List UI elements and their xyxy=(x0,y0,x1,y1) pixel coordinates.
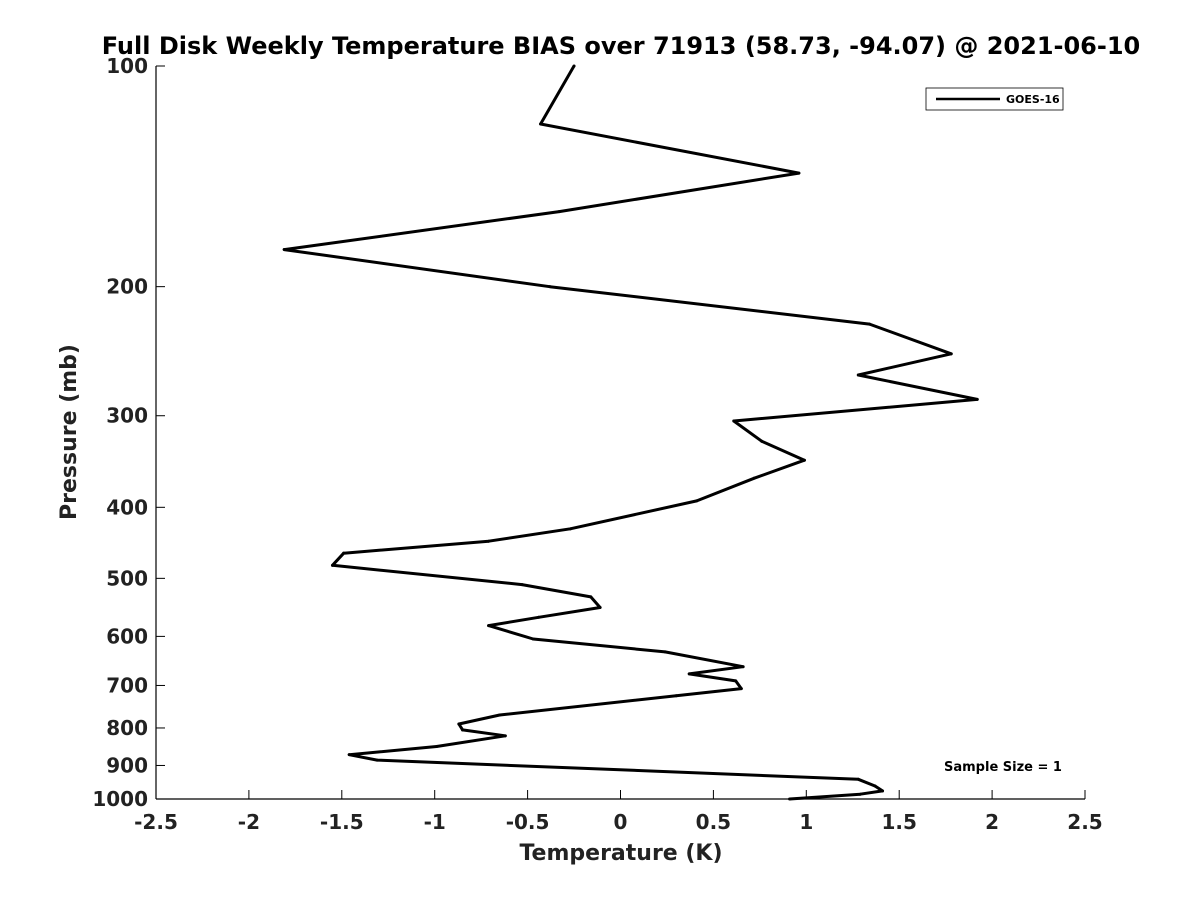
data-point xyxy=(687,672,691,676)
x-tick-label: 1 xyxy=(799,810,813,834)
x-tick-label: 0.5 xyxy=(696,810,731,834)
data-point xyxy=(752,476,756,480)
data-point xyxy=(342,551,346,555)
data-point xyxy=(531,637,535,641)
data-point xyxy=(797,171,801,175)
data-point xyxy=(457,722,461,726)
x-tick-label: -0.5 xyxy=(506,810,550,834)
y-tick-label: 400 xyxy=(106,495,148,519)
x-tick-label: 0 xyxy=(614,810,628,834)
legend: GOES-16 xyxy=(925,87,1064,111)
data-point xyxy=(347,753,351,757)
y-tick-label: 500 xyxy=(106,566,148,590)
data-point xyxy=(548,285,552,289)
data-point xyxy=(856,777,860,781)
data-point xyxy=(788,797,792,801)
y-axis-label: Pressure (mb) xyxy=(57,344,82,520)
data-point xyxy=(975,397,979,401)
data-point xyxy=(503,734,507,738)
data-point xyxy=(802,458,806,462)
data-point xyxy=(461,728,465,732)
data-point xyxy=(732,419,736,423)
data-point xyxy=(331,563,335,567)
data-point xyxy=(598,606,602,610)
data-point xyxy=(568,527,572,531)
data-point xyxy=(539,122,543,126)
data-point xyxy=(435,745,439,749)
x-tick-label: -2 xyxy=(238,810,260,834)
data-point xyxy=(589,595,593,599)
data-point xyxy=(375,758,379,762)
x-tick-label: 1.5 xyxy=(881,810,916,834)
x-tick-label: -1 xyxy=(424,810,446,834)
y-tick-label: 300 xyxy=(106,404,148,428)
data-point xyxy=(867,322,871,326)
data-point xyxy=(487,624,491,628)
series-points-goes-16 xyxy=(282,64,979,801)
y-tick-label: 800 xyxy=(106,716,148,740)
plot-area: -2.5 -2 -1.5 -1 -0.5 0 0.5 1 1.5 2 2.5 100 200 300 40… xyxy=(92,54,1102,834)
data-point xyxy=(695,499,699,503)
data-point xyxy=(873,784,877,788)
data-point xyxy=(880,789,884,793)
data-point xyxy=(856,373,860,377)
x-axis-ticks: -2.5 -2 -1.5 -1 -0.5 0 0.5 1 1.5 2 2.5 xyxy=(134,790,1103,834)
y-tick-label: 200 xyxy=(106,275,148,299)
data-point xyxy=(734,679,738,683)
data-point xyxy=(498,713,502,717)
data-point xyxy=(572,64,576,68)
data-point xyxy=(520,583,524,587)
x-axis-label: Temperature (K) xyxy=(519,841,722,866)
data-point xyxy=(557,210,561,214)
data-point xyxy=(741,665,745,669)
y-tick-label: 100 xyxy=(106,54,148,78)
data-point xyxy=(949,352,953,356)
data-point xyxy=(282,248,286,252)
x-tick-label: -2.5 xyxy=(134,810,178,834)
y-tick-label: 1000 xyxy=(92,787,148,811)
legend-entry-goes-16: GOES-16 xyxy=(1006,93,1060,106)
data-point xyxy=(663,650,667,654)
data-point xyxy=(858,792,862,796)
chart-title: Full Disk Weekly Temperature BIAS over 7… xyxy=(102,32,1141,60)
x-tick-label: 2.5 xyxy=(1067,810,1102,834)
x-tick-label: -1.5 xyxy=(320,810,364,834)
data-point xyxy=(674,694,678,698)
sample-size-annotation: Sample Size = 1 xyxy=(944,760,1062,775)
data-point xyxy=(760,439,764,443)
data-point xyxy=(487,539,491,543)
data-point xyxy=(537,615,541,619)
y-axis-ticks: 100 200 300 400 500 600 700 800 900 1000 xyxy=(92,54,165,811)
y-tick-label: 600 xyxy=(106,624,148,648)
x-tick-label: 2 xyxy=(985,810,999,834)
series-line-goes-16 xyxy=(282,65,979,801)
data-point xyxy=(739,687,743,691)
y-tick-label: 700 xyxy=(106,673,148,697)
y-tick-label: 900 xyxy=(106,753,148,777)
